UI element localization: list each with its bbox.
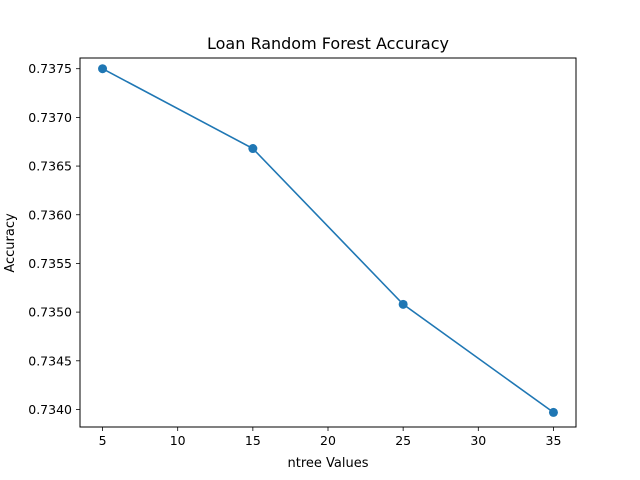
y-tick-label: 0.7340 bbox=[28, 402, 72, 417]
data-point bbox=[98, 64, 108, 74]
x-tick-label: 15 bbox=[245, 433, 261, 448]
data-point bbox=[548, 407, 558, 417]
y-axis-label: Accuracy bbox=[3, 213, 18, 273]
y-tick-label: 0.7355 bbox=[28, 256, 72, 271]
y-tick-label: 0.7360 bbox=[28, 207, 72, 222]
x-tick-label: 25 bbox=[395, 433, 411, 448]
x-tick-label: 30 bbox=[470, 433, 486, 448]
y-tick-label: 0.7350 bbox=[28, 305, 72, 320]
x-tick-label: 20 bbox=[320, 433, 336, 448]
series-line bbox=[102, 68, 554, 414]
y-axis-ticks: 0.7340 0.7345 0.7350 0.7355 0.7360 0.7365 0.73… bbox=[28, 61, 80, 417]
y-tick-label: 0.7365 bbox=[28, 159, 72, 174]
data-point bbox=[248, 144, 258, 154]
x-tick-label: 10 bbox=[170, 433, 186, 448]
y-tick-label: 0.7375 bbox=[28, 61, 72, 76]
y-tick-label: 0.7345 bbox=[28, 353, 72, 368]
x-tick-label: 5 bbox=[99, 433, 107, 448]
y-tick-label: 0.7370 bbox=[28, 110, 72, 125]
series-layer bbox=[98, 64, 558, 417]
x-tick-label: 35 bbox=[546, 433, 562, 448]
x-axis-label: ntree Values bbox=[288, 456, 369, 471]
data-point bbox=[398, 299, 408, 309]
x-axis-ticks: 5 10 15 20 25 30 35 bbox=[99, 427, 562, 448]
chart-title: Loan Random Forest Accuracy bbox=[207, 34, 449, 53]
plot-frame bbox=[79, 57, 577, 428]
